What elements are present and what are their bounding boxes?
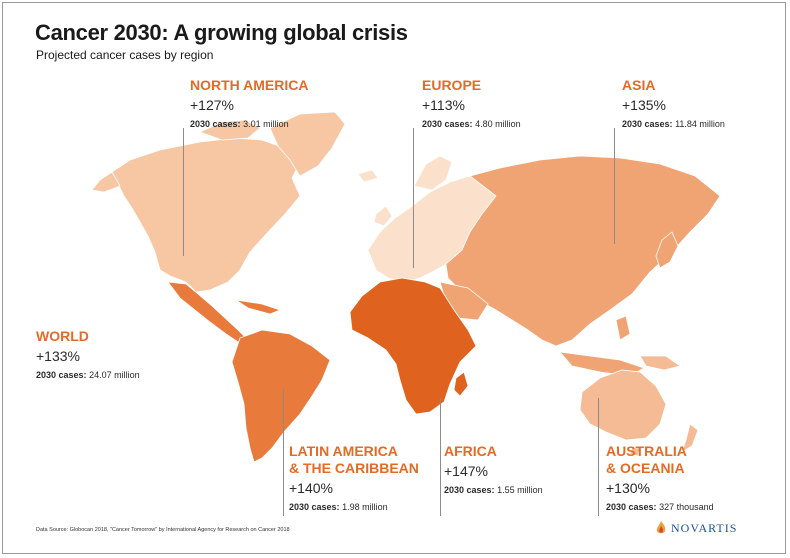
novartis-logo: NOVARTIS — [655, 520, 737, 536]
flame-inner — [659, 526, 664, 533]
leader-line-north-america — [183, 128, 184, 256]
region-growth: +140% — [289, 480, 333, 496]
cases-value: 3.01 million — [243, 119, 289, 129]
region-cases: 2030 cases: 11.84 million — [622, 119, 725, 129]
label-latin-america: LATIN AMERICA & THE CARIBBEAN +140% 2030… — [289, 443, 419, 512]
region-cases: 2030 cases: 1.98 million — [289, 502, 419, 512]
label-north-america: NORTH AMERICA +127% 2030 cases: 3.01 mil… — [190, 77, 308, 129]
leader-line-africa — [440, 398, 441, 516]
label-europe: EUROPE +113% 2030 cases: 4.80 million — [422, 77, 521, 129]
japan — [655, 231, 679, 269]
region-name: LATIN AMERICA & THE CARIBBEAN — [289, 443, 419, 476]
cases-label: 2030 cases: — [422, 119, 473, 129]
cases-value: 327 thousand — [659, 502, 714, 512]
asia-mainland — [445, 155, 721, 347]
greenland — [269, 111, 346, 177]
leader-line-europe — [413, 128, 414, 268]
cases-label: 2030 cases: — [36, 370, 87, 380]
british-isles — [373, 205, 393, 227]
region-growth: +113% — [422, 97, 465, 113]
region-name: AFRICA — [444, 443, 497, 459]
region-shape-africa[interactable] — [349, 277, 477, 415]
label-world: WORLD +133% 2030 cases: 24.07 million — [36, 328, 140, 380]
cases-label: 2030 cases: — [606, 502, 657, 512]
leader-line-asia — [614, 128, 615, 244]
region-shape-latin-america[interactable] — [167, 281, 331, 463]
leader-line-oceania — [598, 398, 599, 516]
label-africa: AFRICA +147% 2030 cases: 1.55 million — [444, 443, 543, 495]
region-cases: 2030 cases: 327 thousand — [606, 502, 714, 512]
cases-value: 1.55 million — [497, 485, 543, 495]
data-source-note: Data Source: Globocan 2018, "Cancer Tomo… — [36, 527, 290, 533]
cases-label: 2030 cases: — [289, 502, 340, 512]
region-growth: +135% — [622, 97, 666, 113]
region-shape-oceania[interactable] — [579, 355, 699, 457]
madagascar — [453, 371, 469, 397]
region-cases: 2030 cases: 4.80 million — [422, 119, 521, 129]
cases-value: 1.98 million — [342, 502, 388, 512]
label-asia: ASIA +135% 2030 cases: 11.84 million — [622, 77, 725, 129]
north-america-mainland — [111, 137, 301, 293]
cases-label: 2030 cases: — [622, 119, 673, 129]
region-cases: 2030 cases: 24.07 million — [36, 370, 140, 380]
region-name: WORLD — [36, 328, 89, 344]
region-cases: 2030 cases: 1.55 million — [444, 485, 543, 495]
region-name: AUSTRALIA & OCEANIA — [606, 443, 687, 476]
cases-value: 11.84 million — [675, 119, 725, 129]
region-cases: 2030 cases: 3.01 million — [190, 119, 308, 129]
caribbean-islands — [235, 299, 282, 315]
new-guinea — [639, 355, 681, 371]
iceland — [357, 169, 379, 183]
region-shape-north-america[interactable] — [91, 111, 346, 293]
page-subtitle: Projected cancer cases by region — [36, 48, 214, 62]
australia — [579, 369, 667, 441]
region-name: EUROPE — [422, 77, 482, 93]
scandinavia — [413, 155, 453, 191]
sri-lanka-philippines — [615, 315, 631, 341]
cases-label: 2030 cases: — [444, 485, 495, 495]
cases-value: 24.07 million — [89, 370, 140, 380]
region-growth: +130% — [606, 480, 650, 496]
region-growth: +133% — [36, 348, 80, 364]
cases-label: 2030 cases: — [190, 119, 241, 129]
region-name: ASIA — [622, 77, 656, 93]
cases-value: 4.80 million — [475, 119, 521, 129]
alaska — [91, 171, 121, 193]
north-america-arctic-islands — [198, 119, 261, 141]
label-oceania: AUSTRALIA & OCEANIA +130% 2030 cases: 32… — [606, 443, 714, 512]
africa-mainland — [349, 277, 477, 415]
new-zealand — [681, 423, 699, 453]
region-name: NORTH AMERICA — [190, 77, 309, 93]
logo-text: NOVARTIS — [671, 520, 738, 535]
central-america — [167, 281, 247, 343]
tasmania — [629, 447, 641, 457]
flame-icon — [656, 521, 666, 534]
south-america — [231, 329, 331, 463]
region-growth: +127% — [190, 97, 234, 113]
region-growth: +147% — [444, 463, 488, 479]
page-title: Cancer 2030: A growing global crisis — [35, 20, 408, 45]
leader-line-latin-america — [283, 388, 284, 516]
